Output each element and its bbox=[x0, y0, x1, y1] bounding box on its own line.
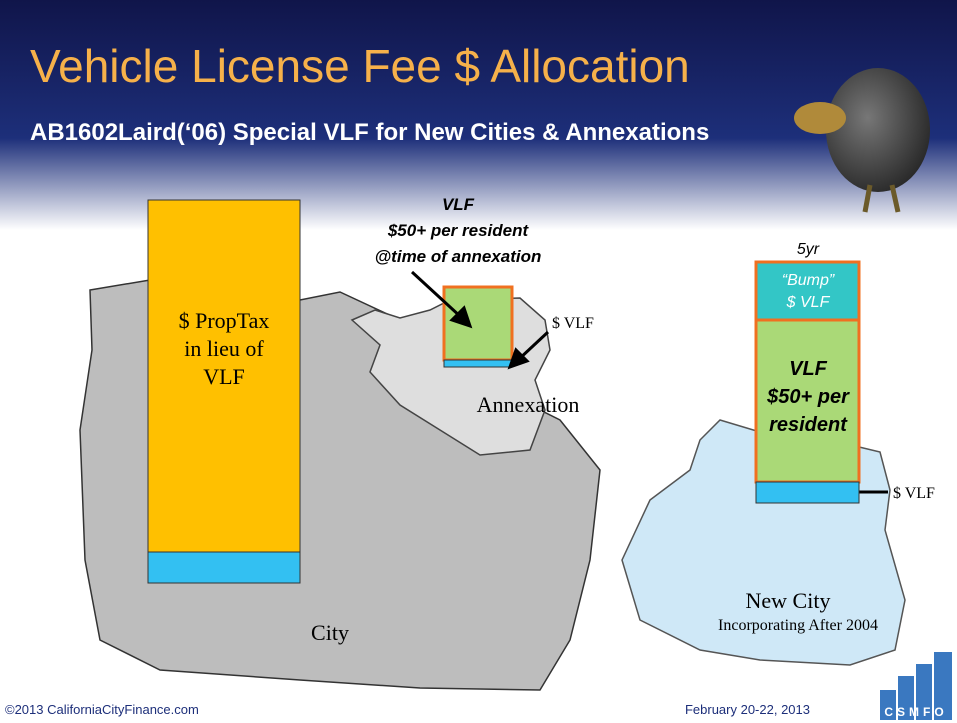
bar-label: VLF bbox=[203, 364, 245, 389]
bump: $ VLF bbox=[786, 294, 831, 311]
proptax-bar bbox=[147, 199, 301, 553]
logo: CSMFO bbox=[880, 652, 952, 720]
title: Vehicle License Fee $ Allocation bbox=[30, 40, 690, 92]
svg-text:CSMFO: CSMFO bbox=[884, 705, 947, 719]
footer-right: February 20-22, 2013 bbox=[685, 702, 810, 717]
city-name: City bbox=[311, 620, 349, 645]
bar-label: $ PropTax bbox=[179, 308, 270, 333]
bump-box bbox=[754, 260, 861, 322]
period: 5yr bbox=[797, 241, 820, 258]
dodo-illustration bbox=[794, 68, 930, 213]
callout: @time of annexation bbox=[375, 247, 542, 266]
footer-left: ©2013 CaliforniaCityFinance.com bbox=[5, 702, 199, 717]
annexation-vlf-strip bbox=[443, 359, 513, 368]
vlf-label: $ VLF bbox=[893, 485, 935, 502]
vlf-bar bbox=[147, 551, 301, 584]
annexation-name: Annexation bbox=[477, 392, 580, 417]
bar-label: in lieu of bbox=[184, 336, 264, 361]
subtitle: AB1602Laird(‘06) Special VLF for New Cit… bbox=[30, 119, 709, 146]
vlf-text: $50+ per bbox=[766, 386, 850, 408]
new-city-vlf-strip bbox=[755, 481, 860, 504]
new-city-name: New City bbox=[746, 588, 831, 613]
new-city-subtitle: Incorporating After 2004 bbox=[718, 617, 878, 634]
callout: $50+ per resident bbox=[387, 221, 530, 240]
annexation-vlf-box bbox=[442, 285, 514, 362]
vlf-label: $ VLF bbox=[552, 315, 594, 332]
vlf-text: VLF bbox=[789, 358, 828, 380]
bump: “Bump” bbox=[782, 272, 835, 289]
vlf-text: resident bbox=[769, 414, 848, 436]
callout: VLF bbox=[442, 195, 475, 214]
